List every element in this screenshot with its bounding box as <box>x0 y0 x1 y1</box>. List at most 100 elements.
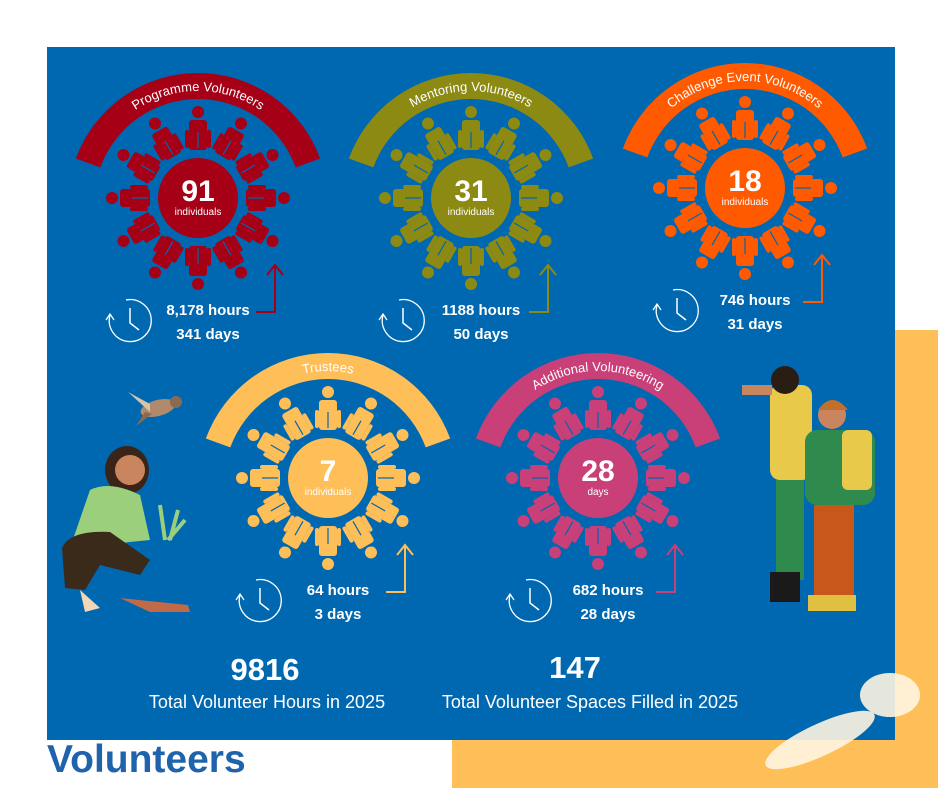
count-unit: individuals <box>722 197 769 208</box>
count-circle <box>558 438 638 518</box>
title-arc <box>475 353 721 448</box>
person-icon <box>782 139 826 174</box>
person-icon <box>149 235 184 279</box>
person-icon <box>696 107 731 151</box>
title-arc <box>622 63 868 158</box>
person-icon <box>517 429 561 464</box>
person-icon <box>612 397 647 441</box>
person-icon <box>458 106 484 150</box>
person-icon <box>365 492 409 527</box>
person-icon <box>236 465 280 491</box>
hikers-illustration <box>742 366 875 611</box>
days-value: 31 days <box>727 316 782 333</box>
person-icon <box>365 429 409 464</box>
person-icon <box>185 246 211 290</box>
person-icon <box>247 492 291 527</box>
count-value: 28 <box>581 455 614 488</box>
person-icon <box>247 429 291 464</box>
person-icon <box>635 429 679 464</box>
clock-icon <box>235 578 282 623</box>
person-icon <box>732 236 758 280</box>
count-circle <box>158 158 238 238</box>
person-icon <box>612 515 647 559</box>
total-hours-value: 9816 <box>230 652 300 687</box>
hours-value: 64 hours <box>307 582 370 599</box>
page-title: Volunteers <box>47 738 246 781</box>
up-arrow-icon <box>656 543 684 593</box>
volunteer-group: Challenge Event Volunteers18individuals7… <box>622 63 868 333</box>
person-icon <box>646 465 690 491</box>
clock-icon <box>652 288 699 333</box>
count-circle <box>705 148 785 228</box>
hours-value: 746 hours <box>720 292 791 309</box>
person-icon <box>759 107 794 151</box>
person-icon <box>653 175 697 201</box>
days-value: 28 days <box>580 606 635 623</box>
person-icon <box>585 386 611 430</box>
bird-illustration <box>128 392 182 426</box>
shoeprint-illustration <box>765 673 920 770</box>
person-icon <box>149 117 184 161</box>
person-icon <box>279 397 314 441</box>
person-icon <box>390 149 434 184</box>
person-icon <box>342 515 377 559</box>
group-title: Trustees <box>301 359 356 377</box>
person-icon <box>342 397 377 441</box>
person-icon <box>782 202 826 237</box>
person-icon <box>422 235 457 279</box>
hours-value: 682 hours <box>573 582 644 599</box>
person-icon <box>732 96 758 140</box>
person-icon <box>485 117 520 161</box>
count-value: 31 <box>454 175 487 208</box>
title-arc <box>75 73 321 168</box>
person-icon <box>549 397 584 441</box>
person-icon <box>106 185 150 211</box>
person-icon <box>517 492 561 527</box>
person-icon <box>585 526 611 570</box>
count-value: 18 <box>728 165 761 198</box>
clock-icon <box>505 578 552 623</box>
count-unit: individuals <box>448 207 495 218</box>
person-icon <box>315 386 341 430</box>
person-icon <box>664 202 708 237</box>
person-icon <box>696 225 731 269</box>
title-arc <box>348 73 594 168</box>
person-icon <box>315 526 341 570</box>
count-unit: individuals <box>305 487 352 498</box>
total-hours-label: Total Volunteer Hours in 2025 <box>148 692 386 712</box>
days-value: 3 days <box>315 606 362 623</box>
person-icon <box>793 175 837 201</box>
person-icon <box>485 235 520 279</box>
count-circle <box>288 438 368 518</box>
person-icon <box>508 212 552 247</box>
person-icon <box>117 149 161 184</box>
person-icon <box>279 515 314 559</box>
person-icon <box>506 465 550 491</box>
count-circle <box>431 158 511 238</box>
total-spaces-value: 147 <box>549 650 601 685</box>
person-icon <box>664 139 708 174</box>
person-icon <box>376 465 420 491</box>
hours-value: 8,178 hours <box>166 302 249 319</box>
person-icon <box>379 185 423 211</box>
person-icon <box>117 212 161 247</box>
person-icon <box>519 185 563 211</box>
count-unit: days <box>587 487 608 498</box>
up-arrow-icon <box>256 263 284 313</box>
clock-icon <box>105 298 152 343</box>
person-icon <box>635 492 679 527</box>
person-icon <box>759 225 794 269</box>
days-value: 50 days <box>453 326 508 343</box>
count-value: 91 <box>181 175 214 208</box>
person-icon <box>422 117 457 161</box>
total-spaces-label: Total Volunteer Spaces Filled in 2025 <box>441 692 739 712</box>
up-arrow-icon <box>386 543 414 593</box>
person-icon <box>235 149 279 184</box>
person-icon <box>212 235 247 279</box>
up-arrow-icon <box>529 263 557 313</box>
